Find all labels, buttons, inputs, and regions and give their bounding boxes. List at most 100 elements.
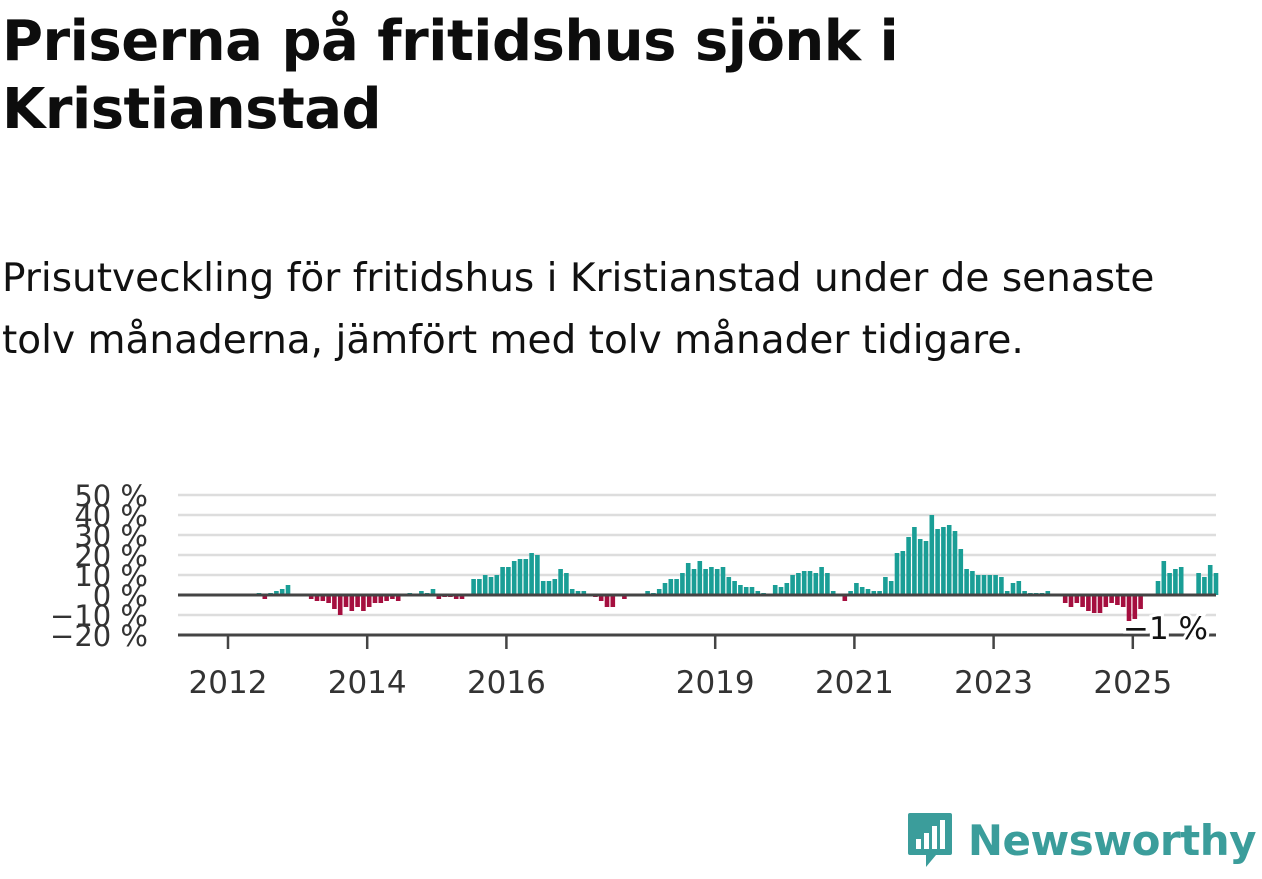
bar	[1213, 573, 1219, 595]
bar	[888, 581, 894, 595]
bar	[1045, 591, 1051, 595]
bar	[813, 573, 819, 595]
bar	[546, 581, 552, 595]
bar	[1103, 595, 1109, 607]
x-tick-label: 2025	[1093, 665, 1172, 701]
bar	[517, 559, 523, 595]
bar	[917, 539, 923, 595]
bars	[256, 515, 1219, 621]
bar	[1109, 595, 1114, 603]
bar	[1207, 565, 1213, 595]
bar	[1062, 595, 1068, 603]
bar	[564, 573, 569, 595]
bar	[894, 553, 900, 595]
bar	[923, 541, 929, 595]
bar	[332, 595, 337, 609]
bar	[1115, 595, 1120, 605]
bar	[778, 587, 784, 595]
bar	[807, 571, 813, 595]
bar	[732, 581, 737, 595]
bar	[1173, 569, 1178, 595]
y-axis-tick-labels: 50 %40 %30 %20 %10 %0 %−10 %−20 %	[50, 479, 148, 653]
bar	[274, 591, 279, 595]
bar	[361, 595, 366, 611]
bar	[1126, 595, 1132, 621]
bar	[372, 595, 378, 603]
bar	[703, 569, 708, 595]
bar	[395, 595, 401, 601]
bar	[830, 591, 836, 595]
bar	[320, 595, 326, 601]
bar	[355, 595, 360, 607]
bar	[854, 583, 859, 595]
bar	[981, 575, 987, 595]
bar	[390, 595, 395, 599]
bar	[784, 583, 790, 595]
last-value-label: −1 %	[1123, 611, 1208, 647]
bar	[552, 579, 558, 595]
bar	[691, 569, 697, 595]
bar	[848, 591, 853, 595]
bar	[1068, 595, 1074, 607]
annotations: −1 %	[1120, 608, 1211, 650]
bar	[604, 595, 610, 607]
bar	[935, 529, 940, 595]
bar	[1022, 591, 1027, 595]
bar	[674, 579, 679, 595]
bar	[378, 595, 384, 603]
bar	[714, 569, 720, 595]
bar	[1120, 595, 1126, 607]
bar	[459, 595, 465, 599]
y-tick-label: 0 %	[93, 579, 148, 613]
y-tick-label: 40 %	[74, 499, 148, 533]
bar	[366, 595, 372, 607]
bar	[488, 577, 494, 595]
bar	[964, 569, 969, 595]
bar	[709, 567, 714, 595]
bar	[482, 575, 488, 595]
bar	[999, 577, 1004, 595]
bar	[970, 571, 975, 595]
bar	[610, 595, 616, 607]
bar	[1202, 577, 1207, 595]
bar	[1138, 595, 1143, 609]
y-tick-label: 20 %	[74, 539, 148, 573]
page-title: Priserna på fritidshus sjönk i Kristians…	[2, 9, 899, 142]
bar	[1132, 595, 1138, 619]
bar	[772, 585, 778, 595]
bar	[506, 567, 511, 595]
bar	[958, 549, 964, 595]
y-tick-label: −20 %	[50, 619, 148, 653]
bar	[680, 573, 685, 595]
bar	[790, 575, 795, 595]
x-tick-label: 2014	[328, 665, 407, 701]
bar	[685, 563, 691, 595]
bar	[279, 589, 285, 595]
bar	[720, 567, 726, 595]
bar	[494, 575, 500, 595]
bar	[1167, 573, 1172, 595]
bar	[326, 595, 331, 603]
bar	[952, 531, 958, 595]
bar	[743, 587, 749, 595]
bar	[883, 577, 888, 595]
bar	[877, 591, 882, 595]
x-tick-label: 2016	[467, 665, 546, 701]
y-tick-label: 30 %	[74, 519, 148, 553]
bar	[801, 571, 807, 595]
bar	[1178, 567, 1184, 595]
bar	[598, 595, 604, 601]
bar	[1010, 583, 1016, 595]
bar	[262, 595, 268, 599]
bar	[581, 591, 587, 595]
bar	[842, 595, 848, 601]
bar	[1161, 561, 1167, 595]
bar	[1155, 581, 1161, 595]
bar	[529, 553, 534, 595]
bar	[946, 525, 952, 595]
bar	[645, 591, 650, 595]
bar	[430, 589, 436, 595]
bar	[337, 595, 343, 615]
bar	[993, 575, 998, 595]
x-axis-tick-labels: 2012 2014 2016 2019 2021 2023 2025	[189, 635, 1172, 701]
